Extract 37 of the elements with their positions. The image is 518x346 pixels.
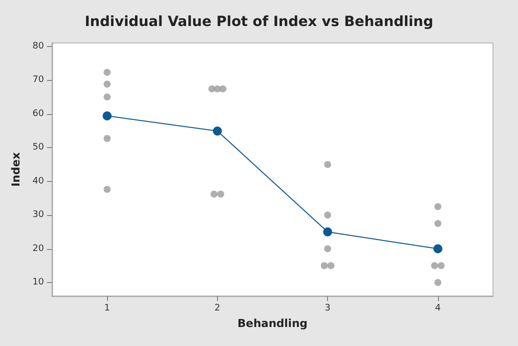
point [324, 245, 332, 252]
point [324, 212, 332, 219]
x-axis-title: Behandling [237, 316, 308, 330]
point [434, 279, 442, 286]
point [210, 190, 218, 198]
point [104, 186, 111, 193]
y-axis-title: Index [10, 152, 23, 187]
y-tick-label: 20 [32, 244, 44, 254]
point [434, 220, 442, 227]
y-tick-label: 50 [32, 142, 44, 153]
point [438, 262, 445, 270]
point [327, 262, 334, 270]
point [102, 111, 112, 120]
point [320, 262, 328, 270]
point [431, 262, 438, 270]
point [104, 68, 111, 76]
point [104, 134, 111, 142]
y-tick-label: 10 [32, 278, 44, 288]
point [212, 126, 222, 136]
point [324, 160, 332, 168]
chart-title: Individual Value Plot of Index vs Behandling [84, 14, 434, 30]
point [104, 80, 111, 88]
y-tick-label: 60 [32, 108, 44, 119]
y-tick-label: 70 [32, 75, 44, 86]
x-tick-label: 4 [435, 304, 442, 314]
y-tick-label: 80 [32, 41, 44, 52]
point [433, 244, 442, 254]
x-tick-label: 3 [324, 304, 330, 314]
point [217, 190, 224, 198]
x-tick-label: 2 [214, 304, 220, 314]
y-tick-label: 40 [32, 176, 44, 186]
y-tick-label: 30 [32, 210, 44, 220]
point [104, 93, 111, 100]
point [434, 203, 442, 210]
x-tick-label: 1 [104, 304, 110, 314]
point [219, 85, 226, 92]
point [323, 227, 332, 236]
